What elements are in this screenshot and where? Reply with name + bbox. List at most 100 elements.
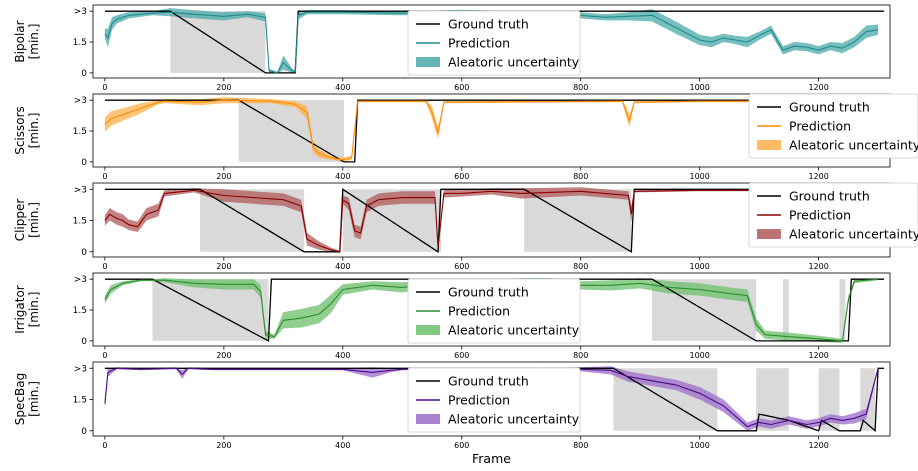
x-tick-label: 0 bbox=[102, 351, 107, 360]
legend-label: Prediction bbox=[789, 208, 851, 223]
legend-label: Ground truth bbox=[448, 374, 529, 389]
x-tick-label: 1000 bbox=[689, 172, 709, 181]
ground-truth-line bbox=[104, 99, 885, 163]
ground-truth-line bbox=[104, 367, 885, 433]
y-tick-label: 0 bbox=[81, 427, 87, 437]
ground-truth-line bbox=[104, 10, 885, 74]
prediction-line bbox=[104, 367, 879, 428]
x-tick-label: 1200 bbox=[808, 172, 828, 181]
x-tick-label: 1200 bbox=[808, 262, 828, 271]
legend-box bbox=[407, 367, 581, 433]
legend-label: Prediction bbox=[448, 393, 510, 408]
x-tick-label: 400 bbox=[335, 441, 350, 450]
x-tick-label: 0 bbox=[102, 441, 107, 450]
legend-label: Ground truth bbox=[789, 100, 870, 115]
x-tick-label: 400 bbox=[335, 83, 350, 92]
plot-area bbox=[104, 366, 885, 433]
legend-label: Prediction bbox=[448, 304, 510, 319]
panel-clipper: 0 1.5 >3 0 200 400 600 800 1000 1200 Clipper [min.]… bbox=[13, 182, 918, 271]
x-axis-label: Frame bbox=[472, 451, 511, 466]
legend-swatch-uncertainty bbox=[416, 325, 440, 335]
x-tick-label: 200 bbox=[216, 351, 231, 360]
legend-label: Ground truth bbox=[448, 285, 529, 300]
x-tick-label: 600 bbox=[454, 262, 469, 271]
y-tick-label: >3 bbox=[74, 364, 87, 374]
plot-area bbox=[104, 278, 885, 343]
x-tick-label: 400 bbox=[335, 351, 350, 360]
legend-box bbox=[407, 10, 581, 76]
x-tick-label: 1200 bbox=[808, 83, 828, 92]
x-tick-label: 200 bbox=[216, 441, 231, 450]
x-tick-label: 800 bbox=[573, 351, 588, 360]
y-axis-unit-label: [min.] bbox=[27, 24, 41, 60]
legend-label: Aleatoric uncertainty bbox=[789, 138, 918, 153]
panel-irrigator: 0 1.5 >3 0 200 400 600 800 1000 1200 Irrigator [min… bbox=[13, 272, 891, 360]
axes-frame bbox=[92, 4, 891, 79]
y-axis-unit-label: [min.] bbox=[27, 381, 41, 417]
y-tick-label: >3 bbox=[74, 96, 87, 106]
legend-label: Aleatoric uncertainty bbox=[448, 412, 580, 427]
y-axis-label: Scissors bbox=[13, 106, 27, 155]
shaded-region bbox=[839, 279, 846, 341]
x-tick-label: 1000 bbox=[689, 262, 709, 271]
legend-label: Ground truth bbox=[448, 17, 529, 32]
prediction-line bbox=[104, 99, 879, 161]
y-axis-unit-label: [min.] bbox=[27, 113, 41, 149]
uncertainty-band bbox=[104, 8, 879, 74]
x-tick-label: 1000 bbox=[689, 351, 709, 360]
x-tick-label: 200 bbox=[216, 83, 231, 92]
x-tick-label: 0 bbox=[102, 262, 107, 271]
legend-swatch-uncertainty bbox=[416, 414, 440, 424]
legend-box bbox=[407, 278, 581, 344]
y-tick-label: >3 bbox=[74, 7, 87, 17]
legend-label: Ground truth bbox=[789, 189, 870, 204]
axes-frame bbox=[92, 272, 891, 347]
legend-label: Prediction bbox=[789, 119, 851, 134]
legend-swatch-uncertainty bbox=[757, 140, 781, 150]
legend-label: Aleatoric uncertainty bbox=[789, 227, 918, 242]
x-tick-label: 400 bbox=[335, 172, 350, 181]
x-tick-label: 800 bbox=[573, 441, 588, 450]
uncertainty-band bbox=[104, 187, 879, 253]
x-tick-label: 1000 bbox=[689, 83, 709, 92]
x-tick-label: 800 bbox=[573, 172, 588, 181]
x-tick-label: 600 bbox=[454, 441, 469, 450]
legend-label: Aleatoric uncertainty bbox=[448, 323, 580, 338]
x-tick-label: 1200 bbox=[808, 441, 828, 450]
y-tick-label: 1.5 bbox=[73, 306, 87, 316]
ground-truth-line bbox=[104, 188, 885, 253]
y-axis-label: Clipper bbox=[13, 199, 27, 242]
axes-frame bbox=[92, 361, 891, 437]
y-axis-unit-label: [min.] bbox=[27, 202, 41, 238]
legend-label: Prediction bbox=[448, 36, 510, 51]
legend-swatch-uncertainty bbox=[416, 57, 440, 67]
y-tick-label: 1.5 bbox=[73, 396, 87, 406]
y-tick-label: >3 bbox=[74, 185, 87, 195]
legend-box bbox=[748, 182, 918, 248]
x-tick-label: 1000 bbox=[689, 441, 709, 450]
y-axis-label: Irrigator bbox=[13, 285, 27, 334]
x-tick-label: 1200 bbox=[808, 351, 828, 360]
plot-area bbox=[104, 187, 885, 253]
x-tick-label: 600 bbox=[454, 83, 469, 92]
y-tick-label: 1.5 bbox=[73, 217, 87, 227]
panel-scissors: 0 1.5 >3 0 200 400 600 800 1000 1200 Scissors [min.… bbox=[13, 93, 918, 181]
x-tick-label: 400 bbox=[335, 262, 350, 271]
ground-truth-line bbox=[104, 278, 885, 342]
shaded-region bbox=[782, 279, 789, 341]
prediction-line bbox=[104, 189, 879, 253]
uncertainty-band bbox=[104, 97, 879, 162]
y-tick-label: 0 bbox=[81, 158, 87, 168]
y-tick-label: 1.5 bbox=[73, 38, 87, 48]
x-tick-label: 600 bbox=[454, 172, 469, 181]
x-tick-label: 200 bbox=[216, 262, 231, 271]
y-tick-label: 0 bbox=[81, 248, 87, 258]
legend-swatch-uncertainty bbox=[757, 229, 781, 239]
legend-label: Aleatoric uncertainty bbox=[448, 55, 580, 70]
y-tick-label: 0 bbox=[81, 337, 87, 347]
panel-bipolar: 0 1.5 >3 0 200 400 600 800 1000 1200 Bipolar [min.]… bbox=[13, 4, 891, 92]
y-tick-label: >3 bbox=[74, 275, 87, 285]
panel-specbag: 0 1.5 >3 0 200 400 600 800 1000 1200 SpecBag [min.]… bbox=[13, 361, 891, 466]
